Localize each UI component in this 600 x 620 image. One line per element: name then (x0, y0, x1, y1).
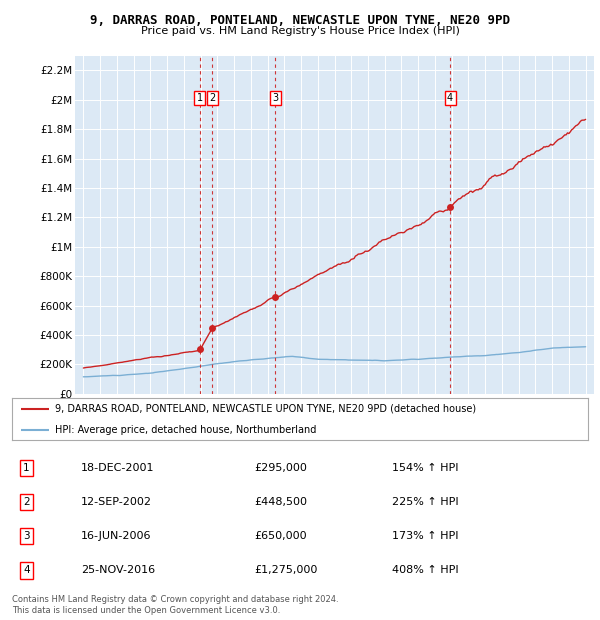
Text: £650,000: £650,000 (254, 531, 307, 541)
Text: 4: 4 (447, 93, 453, 103)
Text: Contains HM Land Registry data © Crown copyright and database right 2024.
This d: Contains HM Land Registry data © Crown c… (12, 595, 338, 614)
Text: 173% ↑ HPI: 173% ↑ HPI (392, 531, 458, 541)
Text: 12-SEP-2002: 12-SEP-2002 (81, 497, 152, 507)
Text: 154% ↑ HPI: 154% ↑ HPI (392, 463, 458, 473)
Text: 1: 1 (197, 93, 203, 103)
Text: 9, DARRAS ROAD, PONTELAND, NEWCASTLE UPON TYNE, NE20 9PD (detached house): 9, DARRAS ROAD, PONTELAND, NEWCASTLE UPO… (55, 404, 476, 414)
Text: 3: 3 (272, 93, 278, 103)
Text: 9, DARRAS ROAD, PONTELAND, NEWCASTLE UPON TYNE, NE20 9PD: 9, DARRAS ROAD, PONTELAND, NEWCASTLE UPO… (90, 14, 510, 27)
Text: 225% ↑ HPI: 225% ↑ HPI (392, 497, 459, 507)
Text: 1: 1 (23, 463, 30, 473)
Text: 408% ↑ HPI: 408% ↑ HPI (392, 565, 459, 575)
Text: 4: 4 (23, 565, 30, 575)
Text: £295,000: £295,000 (254, 463, 307, 473)
Text: 2: 2 (23, 497, 30, 507)
Text: £448,500: £448,500 (254, 497, 307, 507)
Text: 2: 2 (209, 93, 215, 103)
Text: 25-NOV-2016: 25-NOV-2016 (81, 565, 155, 575)
Text: £1,275,000: £1,275,000 (254, 565, 317, 575)
Text: Price paid vs. HM Land Registry's House Price Index (HPI): Price paid vs. HM Land Registry's House … (140, 26, 460, 36)
Text: HPI: Average price, detached house, Northumberland: HPI: Average price, detached house, Nort… (55, 425, 317, 435)
Text: 16-JUN-2006: 16-JUN-2006 (81, 531, 152, 541)
Text: 18-DEC-2001: 18-DEC-2001 (81, 463, 155, 473)
Text: 3: 3 (23, 531, 30, 541)
